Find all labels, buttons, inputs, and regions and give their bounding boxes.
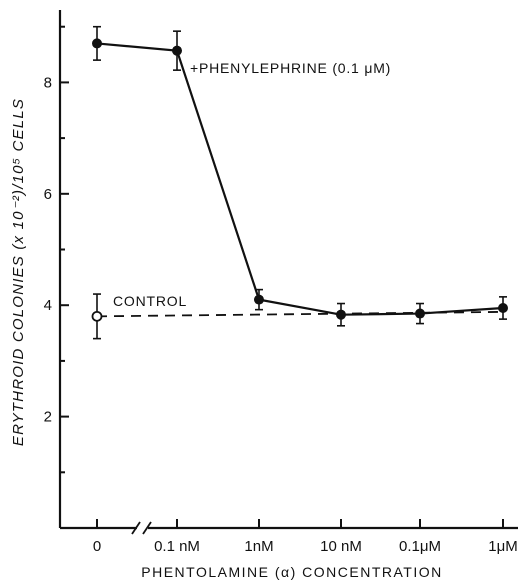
y-tick-label: 6 <box>44 186 52 203</box>
series-line <box>96 42 504 316</box>
series-label-phenylephrine: +PHENYLEPHRINE (0.1 μM) <box>190 60 391 76</box>
data-point <box>254 294 264 305</box>
y-tick-label: 4 <box>44 297 52 314</box>
data-point <box>498 302 508 313</box>
axis-break-mark <box>142 521 152 535</box>
series-phenylephrine <box>92 25 508 327</box>
x-tick-label: 0.1μM <box>399 538 441 555</box>
series-control <box>91 293 504 340</box>
x-tick-label: 1μM <box>488 538 517 555</box>
y-axis-title: ERYTHROID COLONIES (x 10⁻²)/10⁵ CELLS <box>10 98 27 446</box>
data-point <box>172 45 182 56</box>
axis-break-mark <box>131 521 141 535</box>
data-point <box>91 310 103 322</box>
series-line <box>96 310 504 318</box>
x-tick-label: 10 nM <box>320 538 362 555</box>
series-label-control: CONTROL <box>113 293 187 309</box>
x-tick-label: 1nM <box>244 538 273 555</box>
y-tick-label: 2 <box>44 409 52 426</box>
data-point <box>92 38 102 49</box>
x-tick-label: 0.1 nM <box>154 538 200 555</box>
data-point <box>336 309 346 320</box>
x-tick-label: 0 <box>93 538 101 555</box>
x-axis-title: PHENTOLAMINE (α) CONCENTRATION <box>141 564 442 580</box>
axes: 2 4 6 8 0 0.1 nM 1nM 10 nM 0.1μM 1μM <box>44 10 518 555</box>
y-tick-label: 8 <box>44 74 52 91</box>
series-group: +PHENYLEPHRINE (0.1 μM) CONTROL <box>91 25 508 340</box>
